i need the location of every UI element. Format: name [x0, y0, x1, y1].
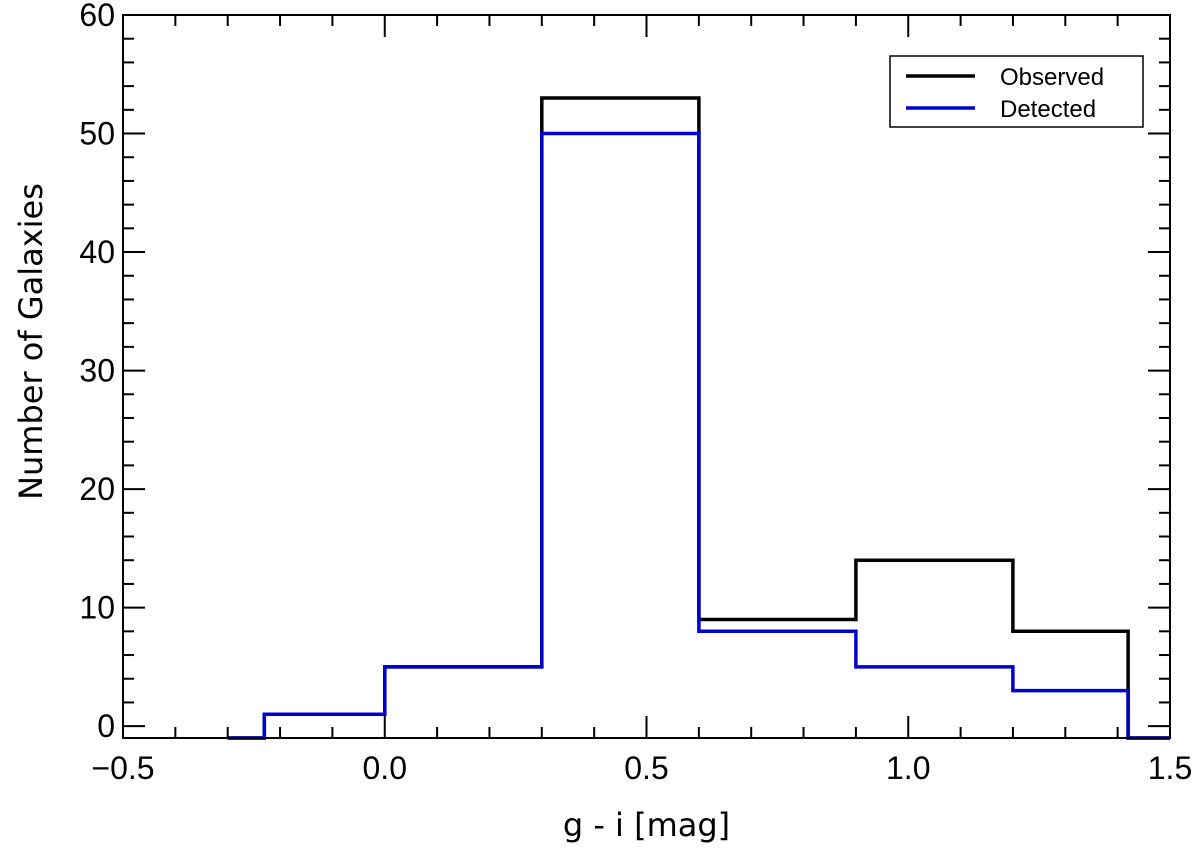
- y-axis-title: Number of Galaxies: [12, 183, 50, 500]
- x-tick-label: 0.5: [624, 750, 668, 786]
- y-tick-label: 0: [97, 708, 115, 744]
- tick-labels-layer: −0.5 0.0 0.5 1.0 1.5 0 10 20 30 40 50 60: [79, 0, 1192, 786]
- x-axis-title: g - i [mag]: [563, 806, 730, 844]
- y-tick-label: 30: [79, 353, 115, 389]
- x-tick-label: 0.0: [363, 750, 407, 786]
- x-tick-label: 1.5: [1148, 750, 1192, 786]
- y-tick-label: 10: [79, 590, 115, 626]
- y-tick-label: 50: [79, 116, 115, 152]
- ticks-layer: [122, 14, 1171, 738]
- legend-label-detected: Detected: [1000, 96, 1096, 123]
- legend-label-observed: Observed: [1000, 64, 1104, 91]
- series-line-detected: [227, 131, 1170, 740]
- y-tick-label: 60: [79, 0, 115, 33]
- y-tick-label: 40: [79, 234, 115, 270]
- x-tick-label: 1.0: [886, 750, 930, 786]
- legend-box: [889, 55, 1144, 128]
- y-tick-label: 20: [79, 471, 115, 507]
- x-tick-label: −0.5: [91, 750, 154, 786]
- series-layer: [227, 96, 1170, 740]
- legend: Observed Detected: [889, 55, 1144, 128]
